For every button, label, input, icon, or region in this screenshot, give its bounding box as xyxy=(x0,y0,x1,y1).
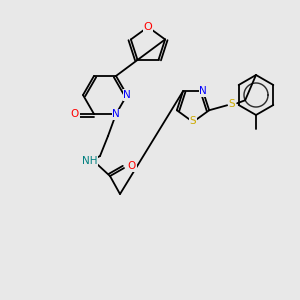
Text: N: N xyxy=(199,86,207,96)
Text: O: O xyxy=(71,109,79,119)
Text: S: S xyxy=(190,116,196,126)
Text: N: N xyxy=(112,109,120,119)
Text: S: S xyxy=(229,99,236,109)
Text: N: N xyxy=(123,90,131,100)
Text: O: O xyxy=(144,22,152,32)
Text: O: O xyxy=(128,161,136,171)
Text: NH: NH xyxy=(82,156,98,166)
